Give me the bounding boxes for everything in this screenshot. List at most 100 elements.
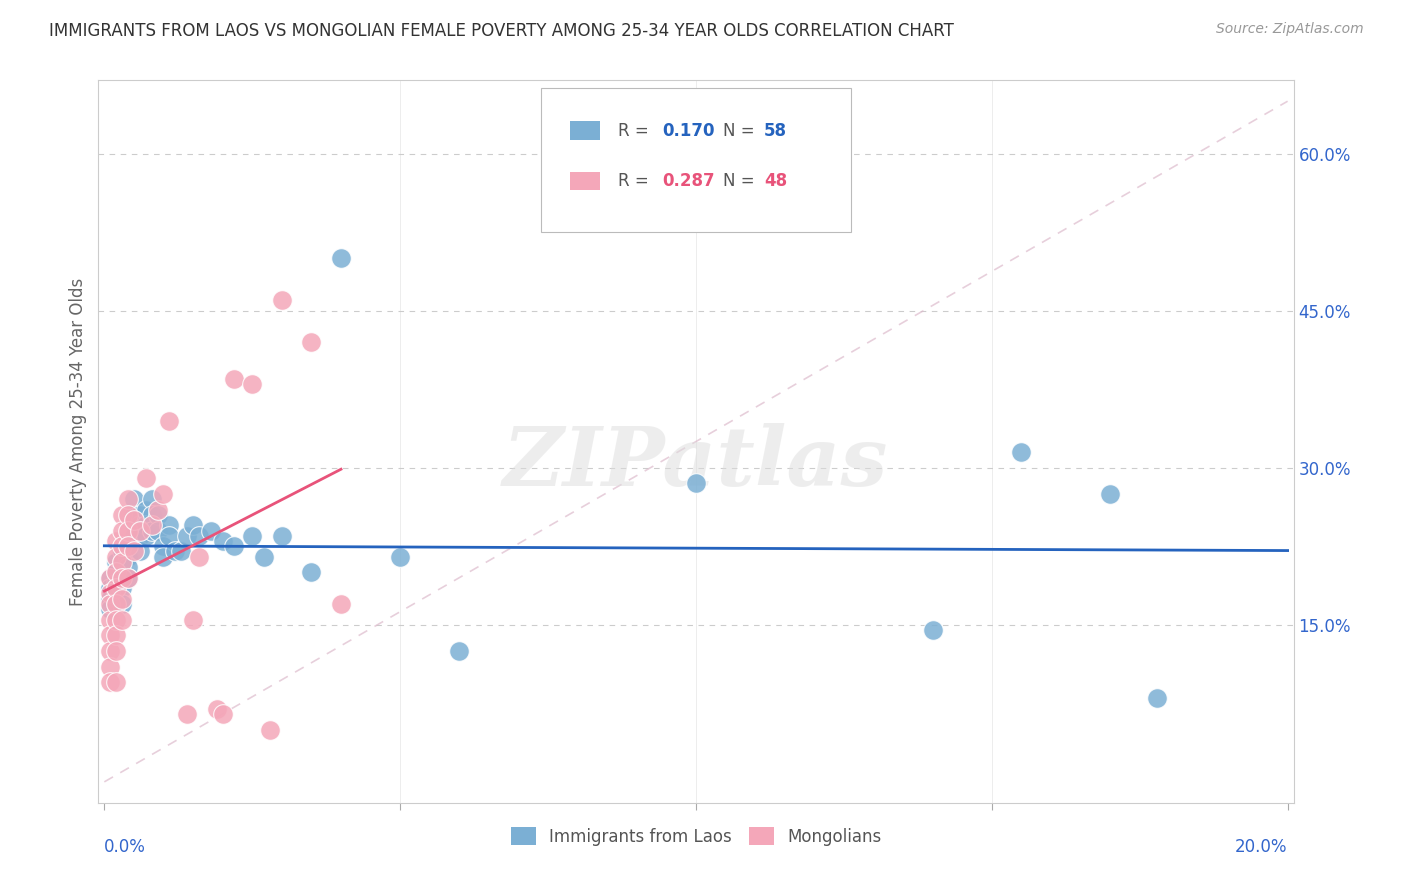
Point xyxy=(117,549,139,564)
Point xyxy=(389,549,412,564)
Point xyxy=(117,508,139,522)
Point xyxy=(117,539,139,553)
Point xyxy=(105,549,128,564)
Point xyxy=(117,571,139,585)
Point xyxy=(152,549,174,564)
Point xyxy=(111,524,134,538)
Point xyxy=(105,644,128,658)
Legend: Immigrants from Laos, Mongolians: Immigrants from Laos, Mongolians xyxy=(505,821,887,852)
Point xyxy=(299,566,322,580)
Point xyxy=(181,613,204,627)
Point xyxy=(111,508,134,522)
Point xyxy=(449,644,471,658)
Point xyxy=(111,539,134,553)
Point xyxy=(117,492,139,507)
Point xyxy=(1010,445,1032,459)
Point xyxy=(105,586,128,600)
Point xyxy=(98,659,121,673)
Point xyxy=(98,591,121,606)
Point xyxy=(128,544,150,558)
Text: IMMIGRANTS FROM LAOS VS MONGOLIAN FEMALE POVERTY AMONG 25-34 YEAR OLDS CORRELATI: IMMIGRANTS FROM LAOS VS MONGOLIAN FEMALE… xyxy=(49,22,955,40)
Text: R =: R = xyxy=(619,122,654,140)
Text: N =: N = xyxy=(724,172,761,190)
Point xyxy=(122,529,145,543)
Point xyxy=(200,524,222,538)
Point xyxy=(98,581,121,595)
Y-axis label: Female Poverty Among 25-34 Year Olds: Female Poverty Among 25-34 Year Olds xyxy=(69,277,87,606)
Point xyxy=(157,414,180,428)
Point xyxy=(152,487,174,501)
Point xyxy=(128,529,150,543)
Point xyxy=(1146,691,1168,706)
Point xyxy=(105,566,128,580)
Point xyxy=(253,549,276,564)
Point xyxy=(211,706,233,721)
Point xyxy=(111,544,134,558)
Point xyxy=(685,476,707,491)
Point xyxy=(98,613,121,627)
Point xyxy=(141,518,163,533)
Point xyxy=(105,675,128,690)
Point xyxy=(299,334,322,349)
Point xyxy=(122,492,145,507)
Text: 20.0%: 20.0% xyxy=(1234,838,1288,855)
Point xyxy=(1099,487,1122,501)
Point xyxy=(146,524,169,538)
Point xyxy=(146,502,169,516)
Text: Source: ZipAtlas.com: Source: ZipAtlas.com xyxy=(1216,22,1364,37)
Point xyxy=(105,566,128,580)
Point xyxy=(111,591,134,606)
Point xyxy=(170,544,193,558)
Point xyxy=(105,581,128,595)
Point xyxy=(105,534,128,549)
Point xyxy=(122,518,145,533)
Point xyxy=(98,597,121,611)
Point xyxy=(157,518,180,533)
Point xyxy=(117,524,139,538)
Point xyxy=(98,586,121,600)
Point xyxy=(117,539,139,553)
Point xyxy=(122,544,145,558)
Point xyxy=(921,623,943,637)
Point xyxy=(117,571,139,585)
Point xyxy=(330,252,353,266)
Point xyxy=(141,492,163,507)
Point xyxy=(111,571,134,585)
Point xyxy=(188,549,211,564)
Point xyxy=(98,628,121,642)
Text: 0.287: 0.287 xyxy=(662,172,716,190)
Point xyxy=(135,529,157,543)
Point xyxy=(188,529,211,543)
Point xyxy=(128,518,150,533)
Point xyxy=(105,555,128,569)
Point xyxy=(122,513,145,527)
Point xyxy=(270,529,292,543)
Point xyxy=(211,534,233,549)
Text: R =: R = xyxy=(619,172,654,190)
Text: 0.0%: 0.0% xyxy=(104,838,146,855)
Point xyxy=(224,539,246,553)
Point xyxy=(141,508,163,522)
Point xyxy=(105,575,128,590)
Point xyxy=(98,571,121,585)
Text: 48: 48 xyxy=(763,172,787,190)
Point xyxy=(105,597,128,611)
Point xyxy=(105,613,128,627)
Point xyxy=(122,508,145,522)
Point xyxy=(259,723,281,737)
Point xyxy=(135,471,157,485)
Point xyxy=(98,644,121,658)
Point xyxy=(141,524,163,538)
Point xyxy=(111,613,134,627)
Point xyxy=(181,518,204,533)
Point xyxy=(111,571,134,585)
Point xyxy=(105,597,128,611)
Point xyxy=(111,597,134,611)
Point xyxy=(98,571,121,585)
Point xyxy=(111,555,134,569)
Point xyxy=(98,602,121,616)
FancyBboxPatch shape xyxy=(541,87,852,232)
Point xyxy=(224,372,246,386)
FancyBboxPatch shape xyxy=(571,172,600,190)
Point xyxy=(157,529,180,543)
